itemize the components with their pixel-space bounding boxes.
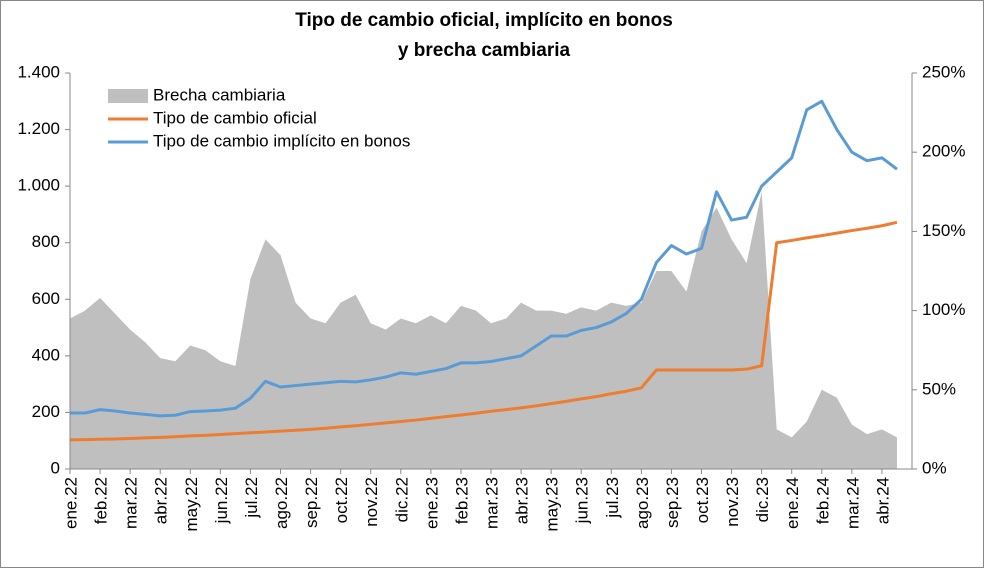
x-tick-label: oct.22 [332,477,351,523]
y-tick-label: 600 [32,289,60,308]
legend-label: Tipo de cambio implícito en bonos [153,131,410,150]
x-tick-label: nov.22 [362,477,381,527]
x-tick-label: mar.24 [843,477,862,529]
y2-tick-label: 250% [922,62,965,81]
x-tick-label: sep.22 [302,477,321,528]
x-tick-label: ago.23 [633,477,652,529]
y2-tick-label: 150% [922,221,965,240]
y2-tick-label: 0% [922,458,947,477]
y-tick-label: 1.200 [17,119,60,138]
x-tick-label: abr.24 [873,477,892,524]
x-tick-label: may.23 [543,477,562,532]
y-tick-label: 1.000 [17,176,60,195]
y-tick-label: 1.400 [17,62,60,81]
legend-label: Tipo de cambio oficial [153,108,317,127]
x-tick-label: feb.22 [92,477,111,524]
chart-title: Tipo de cambio oficial, implícito en bon… [295,10,673,31]
x-tick-label: ago.22 [272,477,291,529]
y2-tick-label: 200% [922,142,965,161]
y2-tick-label: 50% [922,379,956,398]
x-tick-label: jul.23 [603,477,622,519]
y2-tick-label: 100% [922,300,965,319]
area [70,191,897,470]
x-tick-label: oct.23 [693,477,712,523]
x-tick-label: ene.24 [783,477,802,529]
x-tick-label: mar.22 [122,477,141,529]
x-tick-label: abr.23 [513,477,532,524]
x-tick-label: may.22 [182,477,201,532]
y-tick-label: 200 [32,402,60,421]
legend-label: Brecha cambiaria [153,85,286,104]
y-tick-label: 400 [32,345,60,364]
line [69,220,898,442]
x-tick-label: mar.23 [482,477,501,529]
x-tick-label: dic.23 [753,477,772,522]
x-tick-label: jul.22 [242,477,261,519]
x-tick-label: ene.23 [422,477,441,529]
x-tick-label: sep.23 [663,477,682,528]
line [70,99,898,418]
x-tick-label: abr.22 [152,477,171,524]
y-tick-label: 800 [32,232,60,251]
x-tick-label: feb.23 [452,477,471,524]
x-tick-label: ene.22 [61,477,80,529]
x-tick-label: jun.23 [573,477,592,524]
y-tick-label: 0 [51,458,60,477]
x-tick-label: dic.22 [392,477,411,522]
x-tick-label: jun.22 [212,477,231,524]
chart-title: y brecha cambiaria [398,40,571,61]
legend-swatch [108,89,148,103]
x-tick-label: feb.24 [813,477,832,524]
x-tick-label: nov.23 [723,477,742,527]
